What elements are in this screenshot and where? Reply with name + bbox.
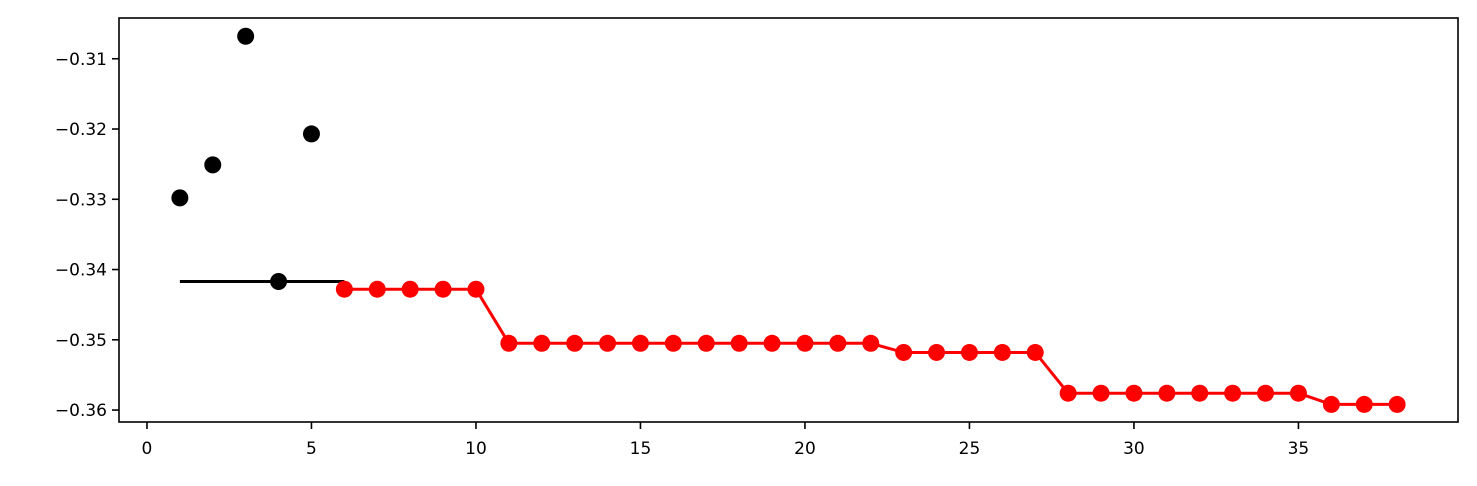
series-2-point xyxy=(434,280,452,298)
series-2-point xyxy=(664,334,682,352)
x-tick-label: 0 xyxy=(142,439,153,459)
y-tick-label: −0.34 xyxy=(55,261,107,281)
series-2-point xyxy=(368,280,386,298)
series-0-point xyxy=(171,189,189,207)
series-2-point xyxy=(1355,395,1373,413)
series-0-point xyxy=(270,272,288,290)
axes: 0 5 10 15 20 25 30 35 −0.31 −0.32 −0.33 −0.34 −0.35 −… xyxy=(55,17,1459,459)
series-2-point xyxy=(1158,384,1176,402)
series-2-point xyxy=(1191,384,1209,402)
series-2-point xyxy=(1092,384,1110,402)
series-2-point xyxy=(1125,384,1143,402)
series-0-point xyxy=(302,125,320,143)
series-2-point xyxy=(1224,384,1242,402)
x-tick-label: 20 xyxy=(794,439,816,459)
series-2-point xyxy=(631,334,649,352)
y-tick-label: −0.35 xyxy=(55,331,107,351)
series-2-point xyxy=(862,334,880,352)
series-2-point xyxy=(796,334,814,352)
series-0-point xyxy=(237,27,255,45)
series-2-point xyxy=(829,334,847,352)
series-2-point xyxy=(467,280,485,298)
y-tick-label: −0.33 xyxy=(55,190,107,210)
series-2-point xyxy=(1388,395,1406,413)
series-2-point xyxy=(960,343,978,361)
series-2-point xyxy=(928,343,946,361)
x-tick-label: 5 xyxy=(306,439,317,459)
series-2-point xyxy=(1026,343,1044,361)
series-2-point xyxy=(533,334,551,352)
x-tick-label: 25 xyxy=(959,439,981,459)
series-2-point xyxy=(1322,395,1340,413)
data-marks xyxy=(171,27,1406,413)
series-0-point xyxy=(204,156,222,174)
series-2-point xyxy=(335,280,353,298)
series-2-point xyxy=(993,343,1011,361)
series-2-point xyxy=(1257,384,1275,402)
series-2-point xyxy=(401,280,419,298)
series-2-point xyxy=(500,334,518,352)
series-2-point xyxy=(599,334,617,352)
x-tick-label: 15 xyxy=(630,439,652,459)
series-2-point xyxy=(1289,384,1307,402)
y-tick-label: −0.32 xyxy=(55,120,107,140)
x-tick-label: 35 xyxy=(1288,439,1310,459)
series-2-point xyxy=(1059,384,1077,402)
x-tick-label: 30 xyxy=(1123,439,1145,459)
y-tick-label: −0.36 xyxy=(55,401,107,421)
y-tick-label: −0.31 xyxy=(55,50,107,70)
series-2-point xyxy=(566,334,584,352)
x-tick-label: 10 xyxy=(465,439,487,459)
series-2-point xyxy=(730,334,748,352)
series-2-point xyxy=(697,334,715,352)
series-2-point xyxy=(763,334,781,352)
plot-frame xyxy=(118,17,1459,423)
series-2-point xyxy=(895,343,913,361)
